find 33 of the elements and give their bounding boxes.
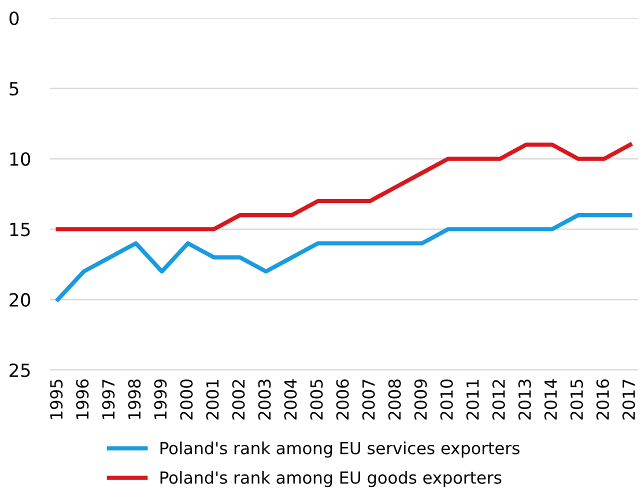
x-tick-label: 2007 (362, 380, 375, 420)
x-tick-label: 2001 (206, 380, 219, 420)
legend-label: Poland's rank among EU services exporters (160, 442, 520, 458)
x-tick-label: 2006 (336, 379, 349, 420)
x-tick-label: 2011 (466, 380, 479, 420)
y-tick-label: 20 (10, 293, 30, 307)
x-tick-label: 1996 (76, 379, 89, 419)
x-tick-label: 2012 (492, 380, 505, 420)
x-tick-label: 2017 (622, 380, 636, 420)
legend-label: Poland's rank among EU goods exporters (160, 470, 502, 488)
y-tick-label: 15 (10, 222, 30, 236)
y-tick-label: 25 (10, 363, 30, 378)
y-tick-label: 10 (10, 152, 30, 166)
x-tick-label: 2003 (258, 380, 271, 420)
x-tick-label: 2009 (414, 380, 427, 420)
y-tick-label: 0 (10, 11, 19, 26)
x-tick-label: 2008 (388, 379, 401, 420)
x-tick-label: 1997 (102, 380, 115, 419)
x-tick-label: 2004 (284, 379, 297, 420)
x-tick-label: 2002 (232, 380, 245, 420)
x-tick-label: 2014 (544, 379, 557, 420)
x-tick-label: 2000 (180, 379, 193, 420)
x-tick-label: 1998 (128, 379, 141, 419)
x-tick-label: 2016 (596, 379, 610, 420)
x-tick-label: 2015 (570, 380, 583, 420)
x-tick-label: 1999 (154, 380, 167, 419)
line-series (56, 142, 632, 232)
x-tick-label: 2013 (518, 380, 531, 420)
x-tick-label: 2010 (440, 379, 453, 420)
x-tick-label: 1995 (50, 380, 63, 419)
y-tick-label: 5 (10, 82, 18, 96)
line-series (56, 213, 632, 302)
x-tick-label: 2005 (310, 380, 323, 420)
